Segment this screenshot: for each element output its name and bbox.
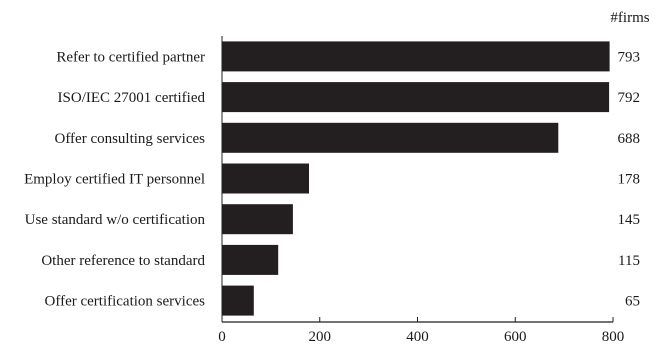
value-column-header: #firms <box>610 10 649 26</box>
x-axis: 0 200 400 600 800 <box>218 36 624 345</box>
bar-refer-to-certified-partner <box>222 41 610 72</box>
category-labels-group: Refer to certified partner ISO/IEC 27001 … <box>24 49 205 309</box>
value-label-iso-iec-27001-certified: 792 <box>618 90 641 106</box>
bar-offer-consulting-services <box>222 122 559 153</box>
category-label-other-reference-to-standard: Other reference to standard <box>41 253 205 269</box>
category-label-iso-iec-27001-certified: ISO/IEC 27001 certified <box>58 90 206 106</box>
x-tick-label-800: 800 <box>602 329 625 345</box>
bar-offer-certification-services <box>222 285 254 316</box>
bars-group <box>222 41 610 316</box>
x-tick-label-0: 0 <box>218 329 226 345</box>
x-tick-label-200: 200 <box>309 329 332 345</box>
bar-use-standard-w-o-certification <box>222 204 293 235</box>
category-label-use-standard-w-o-certification: Use standard w/o certification <box>25 212 206 228</box>
x-tick-label-400: 400 <box>406 329 429 345</box>
value-label-use-standard-w-o-certification: 145 <box>618 212 641 228</box>
bar-other-reference-to-standard <box>222 244 279 275</box>
bar-iso-iec-27001-certified <box>222 82 610 113</box>
value-label-offer-consulting-services: 688 <box>618 131 641 147</box>
bar-employ-certified-it-personnel <box>222 163 309 194</box>
category-label-offer-consulting-services: Offer consulting services <box>54 131 205 147</box>
x-tick-label-600: 600 <box>504 329 527 345</box>
category-label-employ-certified-it-personnel: Employ certified IT personnel <box>24 172 205 188</box>
category-label-offer-certification-services: Offer certification services <box>45 294 206 310</box>
value-label-employ-certified-it-personnel: 178 <box>618 172 641 188</box>
value-label-other-reference-to-standard: 115 <box>618 253 640 269</box>
value-labels-group: 793 792 688 178 145 115 65 <box>618 49 641 309</box>
value-label-offer-certification-services: 65 <box>625 294 640 310</box>
category-label-refer-to-certified-partner: Refer to certified partner <box>56 49 205 65</box>
value-label-refer-to-certified-partner: 793 <box>618 49 641 65</box>
